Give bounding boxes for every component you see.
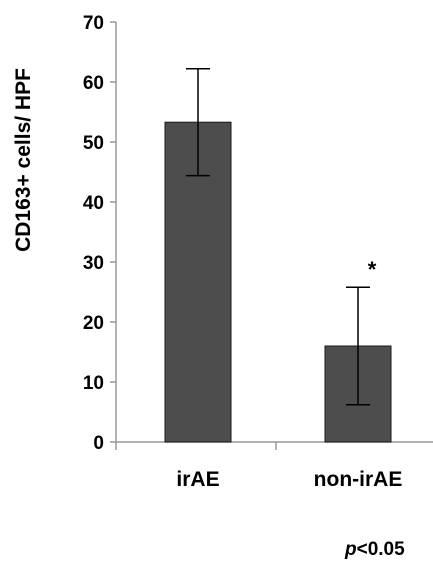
y-tick-label: 20 [83, 313, 104, 334]
p-symbol: p [345, 539, 357, 560]
y-tick-label: 30 [83, 253, 104, 274]
y-tick-label: 50 [83, 133, 104, 154]
y-axis-label: CD163+ cells/ HPF [12, 68, 35, 252]
axes: 0 10 20 30 40 50 60 70 [83, 13, 433, 454]
y-tick-label: 40 [83, 193, 104, 214]
labels: irAE non-irAE * [176, 257, 402, 491]
p-value-note: p<0.05 [345, 539, 405, 561]
bars [164, 68, 392, 443]
y-tick-label: 60 [83, 73, 104, 94]
p-threshold: <0.05 [356, 539, 405, 560]
y-tick-label: 0 [93, 433, 104, 454]
y-tick-label: 10 [83, 373, 104, 394]
x-category-label: irAE [176, 468, 219, 491]
significance-marker: * [368, 257, 377, 282]
y-tick-label: 70 [83, 13, 104, 34]
x-category-label: non-irAE [314, 468, 403, 491]
